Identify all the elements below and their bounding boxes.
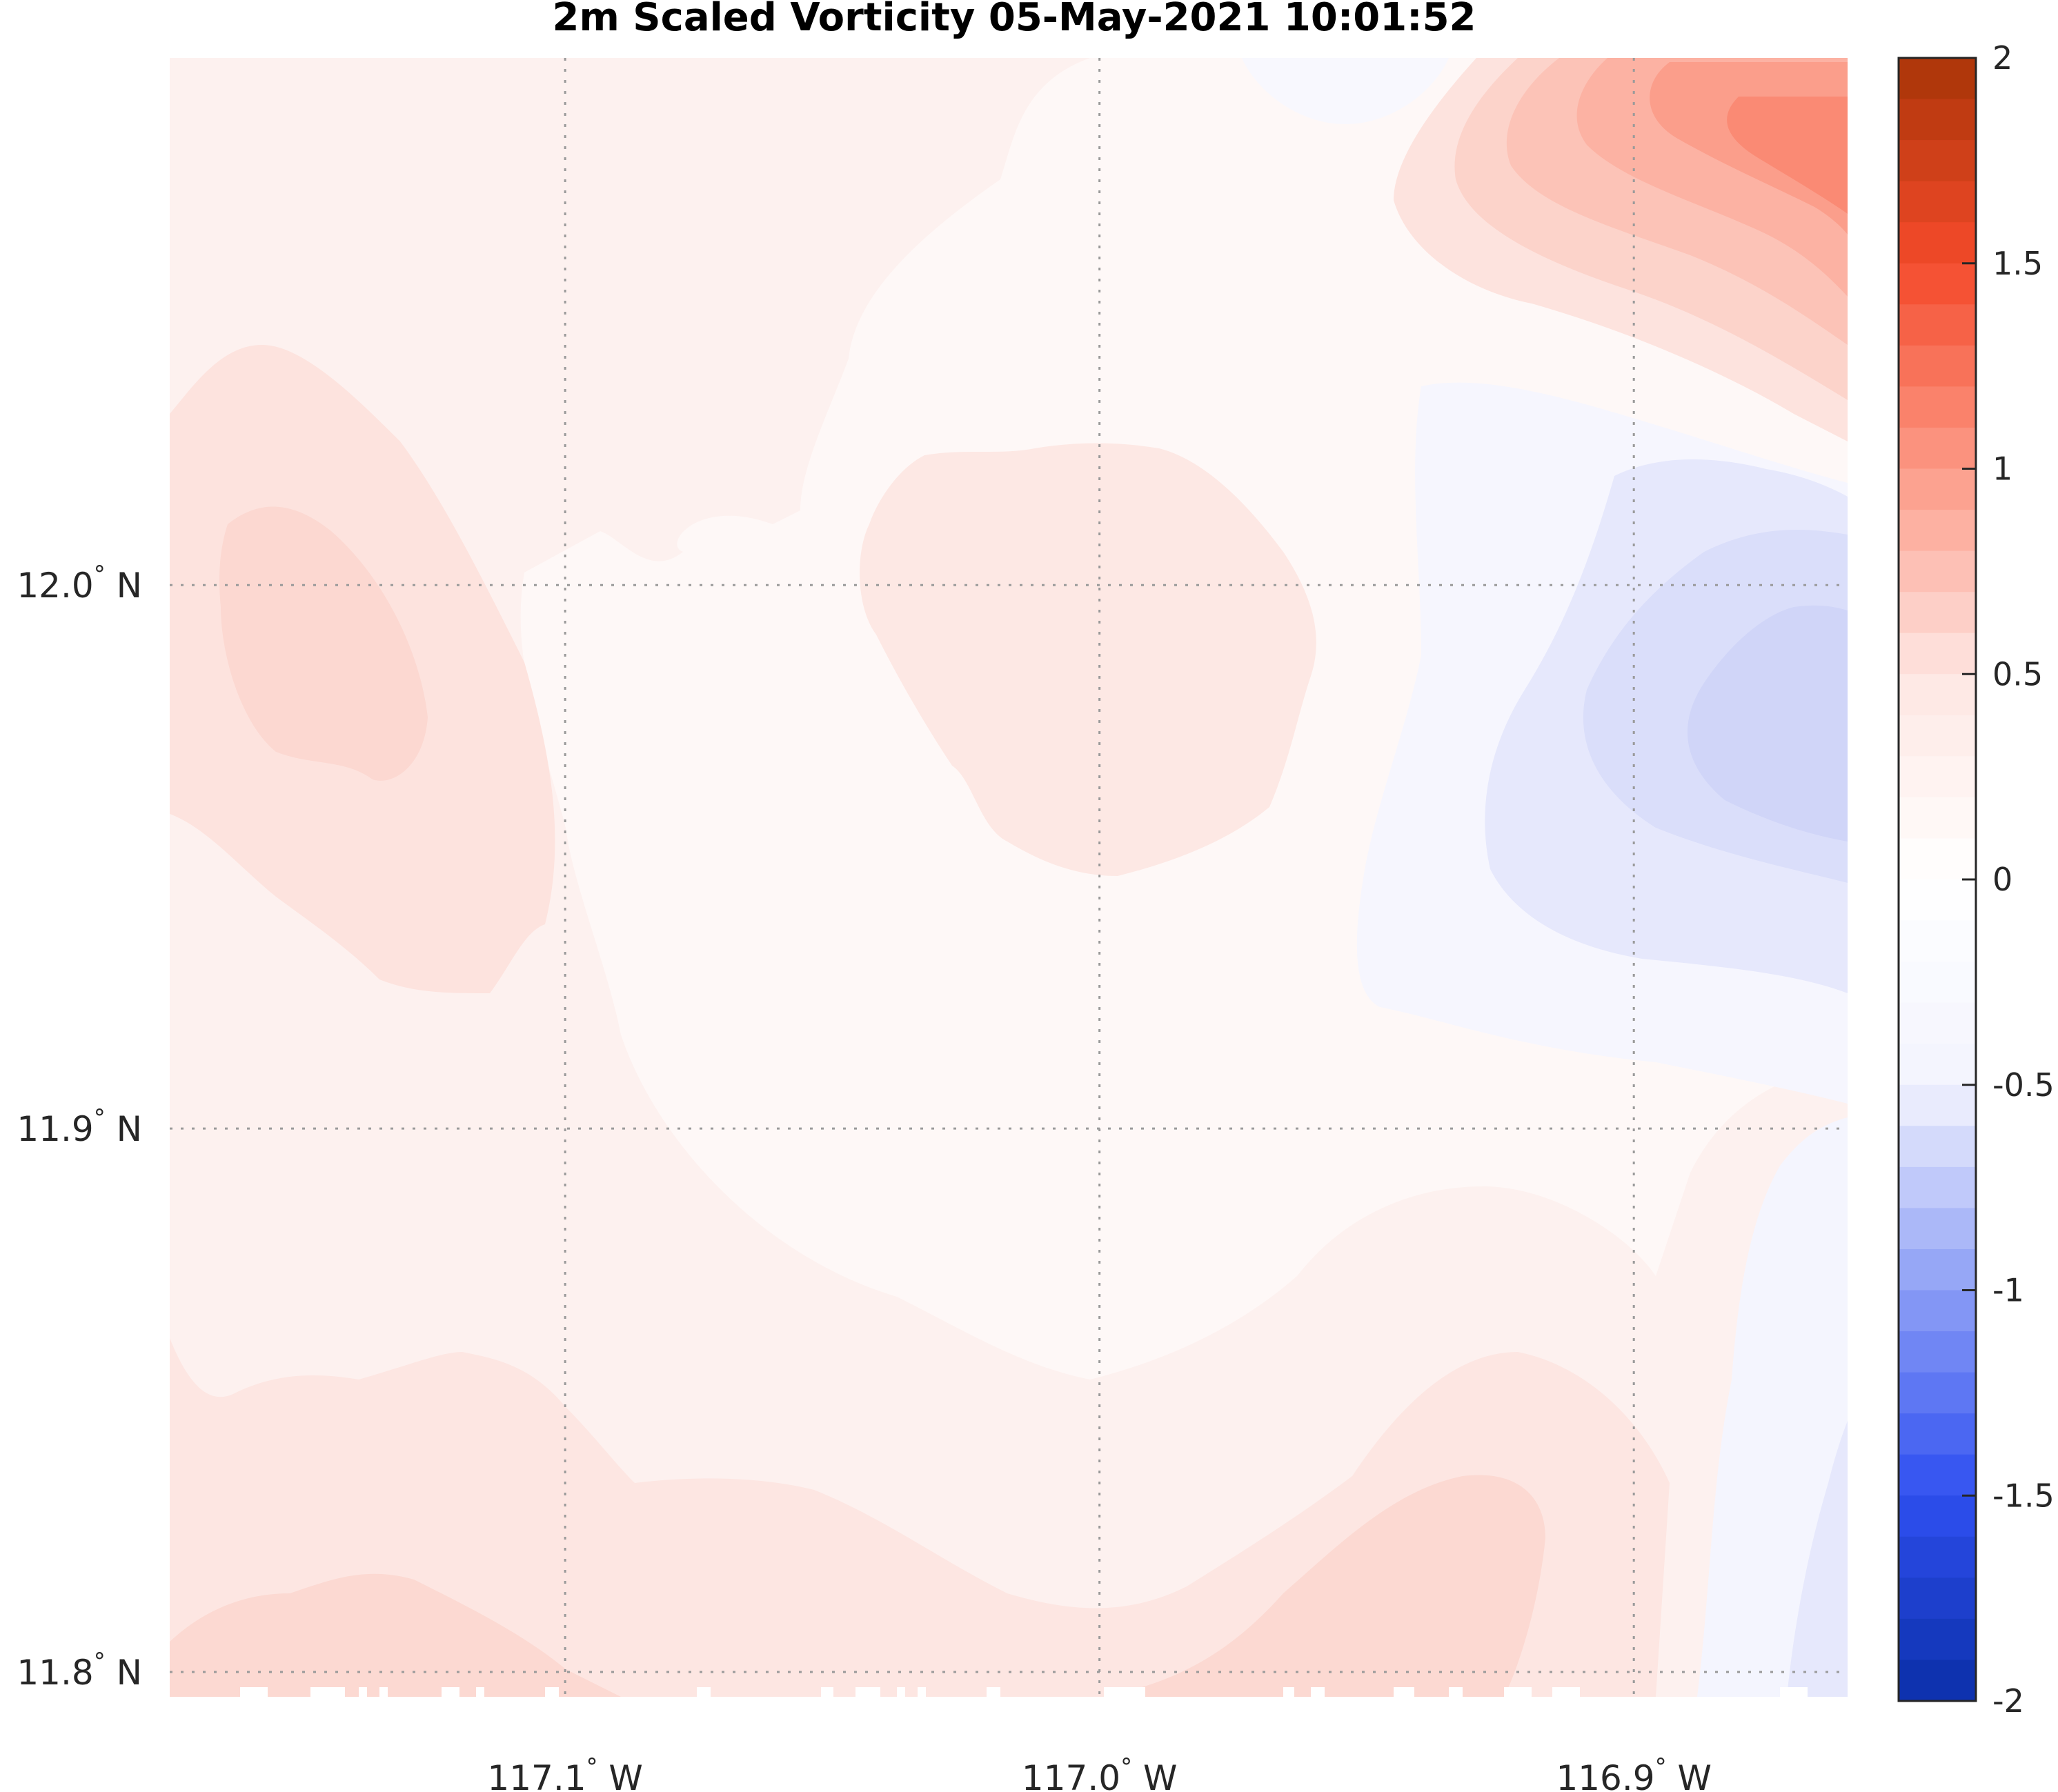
colorbar-band-15: [1899, 674, 1976, 716]
colorbar-band-6: [1899, 304, 1976, 346]
colorbar-tick-label-2: 1: [1992, 450, 2012, 488]
contour-field: [170, 58, 1848, 1697]
x-axis-ticks: 117.1° W 117.0° W 116.9° W: [487, 1753, 1712, 1792]
colorbar-tick-label-0: 2: [1992, 39, 2012, 77]
colorbar-band-37: [1899, 1577, 1976, 1620]
contour-band-se-neg: [1697, 1117, 1848, 1697]
colorbar-band-8: [1899, 386, 1976, 428]
colorbar-band-18: [1899, 797, 1976, 839]
colorbar-band-22: [1899, 962, 1976, 1004]
colorbar-tick-label-7: -1.5: [1992, 1477, 2055, 1514]
colorbar-band-28: [1899, 1208, 1976, 1250]
colorbar-band-23: [1899, 1002, 1976, 1044]
colorbar-band-2: [1899, 140, 1976, 182]
y-tick-label-0: 12.0° N: [17, 561, 142, 606]
colorbar-band-17: [1899, 756, 1976, 798]
colorbar-band-12: [1899, 550, 1976, 593]
gridlines: [170, 58, 1848, 1697]
contour-band-west-core: [219, 506, 428, 781]
colorbar-band-27: [1899, 1166, 1976, 1208]
colorbar-band-19: [1899, 838, 1976, 880]
colorbar-band-38: [1899, 1618, 1976, 1661]
x-tick-label-1: 117.0° W: [1022, 1753, 1177, 1792]
colorbar-tick-label-8: -2: [1992, 1682, 2024, 1720]
colorbar-band-0: [1899, 58, 1976, 100]
colorbar-band-20: [1899, 879, 1976, 922]
colorbar-band-4: [1899, 222, 1976, 264]
y-tick-label-2: 11.8° N: [17, 1648, 142, 1693]
colorbar-band-25: [1899, 1084, 1976, 1126]
y-axis-ticks: 12.0° N 11.9° N 11.8° N: [17, 561, 142, 1693]
colorbar-ticks: 2 1.5 1 0.5 0 -0.5 -1 -1.5 -2: [1962, 39, 2055, 1720]
colorbar-band-32: [1899, 1372, 1976, 1414]
x-tick-label-2: 116.9° W: [1556, 1753, 1711, 1792]
colorbar-band-14: [1899, 633, 1976, 675]
colorbar-tick-label-5: -0.5: [1992, 1066, 2055, 1104]
colorbar-band-39: [1899, 1660, 1976, 1702]
contour-band-east-neg-4: [1688, 605, 1848, 842]
colorbar-tick-label-3: 0.5: [1992, 655, 2043, 693]
colorbar-band-1: [1899, 99, 1976, 141]
contour-band-central-bubble: [860, 443, 1316, 876]
colorbar-band-30: [1899, 1290, 1976, 1332]
colorbar-band-36: [1899, 1536, 1976, 1578]
colorbar-band-9: [1899, 427, 1976, 470]
colorbar-band-33: [1899, 1413, 1976, 1455]
colorbar-band-24: [1899, 1044, 1976, 1086]
colorbar-band-11: [1899, 510, 1976, 552]
colorbar-band-34: [1899, 1454, 1976, 1496]
colorbar-band-7: [1899, 345, 1976, 387]
contour-band-se-neg-2: [1787, 1421, 1848, 1697]
colorbar-band-13: [1899, 592, 1976, 634]
bottom-edge-notches: [240, 1687, 1808, 1697]
colorbar-band-16: [1899, 715, 1976, 757]
contour-band-ne-pos-6: [1727, 97, 1848, 214]
colorbar-band-3: [1899, 181, 1976, 223]
contour-band-south-core: [170, 1475, 1545, 1697]
colorbar-band-29: [1899, 1248, 1976, 1291]
contour-band-top-neg: [1242, 58, 1449, 124]
colorbar-band-35: [1899, 1495, 1976, 1537]
chart-title: 2m Scaled Vorticity 05-May-2021 10:01:52: [552, 0, 1476, 40]
colorbar-bands: [1899, 58, 1976, 1702]
plot-area: [170, 58, 1848, 1697]
colorbar-tick-label-4: 0: [1992, 861, 2012, 898]
colorbar-band-21: [1899, 920, 1976, 962]
y-tick-label-1: 11.9° N: [17, 1104, 142, 1149]
colorbar: 2 1.5 1 0.5 0 -0.5 -1 -1.5 -2: [1897, 39, 2055, 1720]
colorbar-band-10: [1899, 468, 1976, 510]
colorbar-band-31: [1899, 1331, 1976, 1373]
colorbar-tick-label-6: -1: [1992, 1272, 2024, 1309]
colorbar-tick-label-1: 1.5: [1992, 245, 2043, 282]
colorbar-band-5: [1899, 263, 1976, 305]
x-tick-label-0: 117.1° W: [487, 1753, 642, 1792]
colorbar-band-26: [1899, 1126, 1976, 1168]
